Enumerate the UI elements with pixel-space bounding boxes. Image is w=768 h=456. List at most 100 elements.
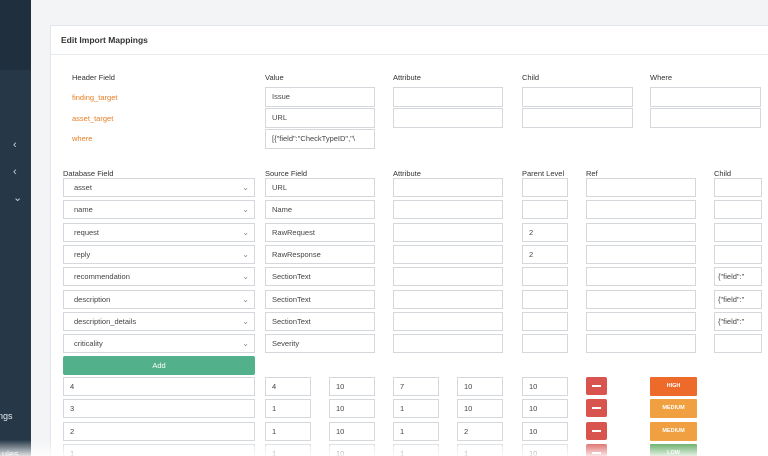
severity-value-input[interactable]: 10 xyxy=(522,377,568,396)
database-field-value: reply xyxy=(74,250,91,259)
child-input[interactable] xyxy=(714,334,762,353)
child-input[interactable]: {"field":" xyxy=(714,267,762,286)
header-value-input[interactable]: URL xyxy=(265,108,375,128)
attribute-input[interactable] xyxy=(393,312,503,331)
severity-value-input[interactable]: 10 xyxy=(329,399,375,418)
severity-value-input[interactable]: 10 xyxy=(329,422,375,441)
source-field-input[interactable]: RawResponse xyxy=(265,245,375,264)
source-field-input[interactable]: Name xyxy=(265,200,375,219)
header-value-input[interactable]: Issue xyxy=(265,87,375,107)
severity-value-input[interactable]: 7 xyxy=(393,377,439,396)
child-input[interactable] xyxy=(714,245,762,264)
severity-value-input[interactable]: 10 xyxy=(329,377,375,396)
database-field-select[interactable]: reply ⌄ xyxy=(63,245,255,264)
child-input[interactable] xyxy=(714,200,762,219)
ref-input[interactable] xyxy=(586,312,696,331)
severity-badge[interactable]: MEDIUM xyxy=(650,399,697,418)
parent-level-input[interactable] xyxy=(522,267,568,286)
parent-level-input[interactable] xyxy=(522,178,568,197)
severity-level-input[interactable]: 3 xyxy=(63,399,255,418)
parent-level-input[interactable]: 2 xyxy=(522,245,568,264)
database-field-select[interactable]: description ⌄ xyxy=(63,290,255,309)
database-field-select[interactable]: recommendation ⌄ xyxy=(63,267,255,286)
chevron-down-icon: ⌄ xyxy=(242,205,249,214)
severity-value-input[interactable]: 1 xyxy=(265,422,311,441)
child-input[interactable]: {"field":" xyxy=(714,312,762,331)
attribute-input[interactable] xyxy=(393,334,503,353)
severity-value-input[interactable]: 10 xyxy=(522,422,568,441)
severity-badge[interactable]: MEDIUM xyxy=(650,422,697,441)
child-input[interactable] xyxy=(714,178,762,197)
add-button[interactable]: Add xyxy=(63,356,255,375)
attribute-input[interactable] xyxy=(393,290,503,309)
child-input[interactable]: {"field":" xyxy=(714,290,762,309)
ref-input[interactable] xyxy=(586,223,696,242)
attribute-input[interactable] xyxy=(393,267,503,286)
ref-input[interactable] xyxy=(586,267,696,286)
header-where-input[interactable] xyxy=(650,87,761,107)
chevron-down-icon[interactable]: ⌄ xyxy=(13,192,23,204)
header-attribute-input[interactable] xyxy=(393,108,503,128)
severity-value-input[interactable]: 1 xyxy=(393,444,439,456)
column-header-attribute: Attribute xyxy=(393,169,421,178)
severity-value-input[interactable]: 2 xyxy=(457,422,503,441)
severity-value-input[interactable]: 1 xyxy=(265,399,311,418)
remove-row-button[interactable] xyxy=(586,422,607,440)
database-field-select[interactable]: criticality ⌄ xyxy=(63,334,255,353)
severity-value-input[interactable]: 10 xyxy=(457,399,503,418)
ref-input[interactable] xyxy=(586,334,696,353)
remove-row-button[interactable] xyxy=(586,444,607,456)
severity-value-input[interactable]: 1 xyxy=(393,422,439,441)
severity-value-input[interactable]: 10 xyxy=(522,399,568,418)
source-field-input[interactable]: Severity xyxy=(265,334,375,353)
parent-level-input[interactable] xyxy=(522,290,568,309)
severity-value-input[interactable]: 10 xyxy=(522,444,568,456)
severity-value-input[interactable]: 10 xyxy=(329,444,375,456)
severity-level-input[interactable]: 1 xyxy=(63,444,255,456)
sidebar-item-label[interactable]: ules xyxy=(2,449,19,456)
attribute-input[interactable] xyxy=(393,178,503,197)
severity-level-input[interactable]: 4 xyxy=(63,377,255,396)
severity-value-input[interactable]: 4 xyxy=(265,377,311,396)
severity-value-input[interactable]: 1 xyxy=(393,399,439,418)
parent-level-input[interactable]: 2 xyxy=(522,223,568,242)
source-field-input[interactable]: SectionText xyxy=(265,267,375,286)
source-field-input[interactable]: SectionText xyxy=(265,312,375,331)
ref-input[interactable] xyxy=(586,178,696,197)
source-field-input[interactable]: URL xyxy=(265,178,375,197)
source-field-input[interactable]: RawRequest xyxy=(265,223,375,242)
header-value-input[interactable]: [{"field":"CheckTypeID","\ xyxy=(265,129,375,149)
attribute-input[interactable] xyxy=(393,200,503,219)
severity-value-input[interactable]: 1 xyxy=(265,444,311,456)
remove-row-button[interactable] xyxy=(586,377,607,395)
parent-level-input[interactable] xyxy=(522,312,568,331)
database-field-select[interactable]: asset ⌄ xyxy=(63,178,255,197)
remove-row-button[interactable] xyxy=(586,399,607,417)
chevron-left-icon[interactable]: ‹ xyxy=(13,166,17,178)
source-field-input[interactable]: SectionText xyxy=(265,290,375,309)
chevron-left-icon[interactable]: ‹ xyxy=(13,139,17,151)
column-header-value: Value xyxy=(265,73,284,82)
header-child-input[interactable] xyxy=(522,108,633,128)
database-field-select[interactable]: name ⌄ xyxy=(63,200,255,219)
severity-badge[interactable]: LOW xyxy=(650,444,697,456)
parent-level-input[interactable] xyxy=(522,334,568,353)
sidebar-item-label[interactable]: ngs xyxy=(0,411,13,421)
header-where-input[interactable] xyxy=(650,108,761,128)
severity-value-input[interactable]: 1 xyxy=(457,444,503,456)
child-input[interactable] xyxy=(714,223,762,242)
ref-input[interactable] xyxy=(586,200,696,219)
severity-value-input[interactable]: 10 xyxy=(457,377,503,396)
database-field-select[interactable]: request ⌄ xyxy=(63,223,255,242)
parent-level-input[interactable] xyxy=(522,200,568,219)
database-field-select[interactable]: description_details ⌄ xyxy=(63,312,255,331)
ref-input[interactable] xyxy=(586,245,696,264)
divider xyxy=(51,54,768,55)
attribute-input[interactable] xyxy=(393,245,503,264)
header-attribute-input[interactable] xyxy=(393,87,503,107)
severity-badge[interactable]: HIGH xyxy=(650,377,697,396)
ref-input[interactable] xyxy=(586,290,696,309)
severity-level-input[interactable]: 2 xyxy=(63,422,255,441)
attribute-input[interactable] xyxy=(393,223,503,242)
header-child-input[interactable] xyxy=(522,87,633,107)
